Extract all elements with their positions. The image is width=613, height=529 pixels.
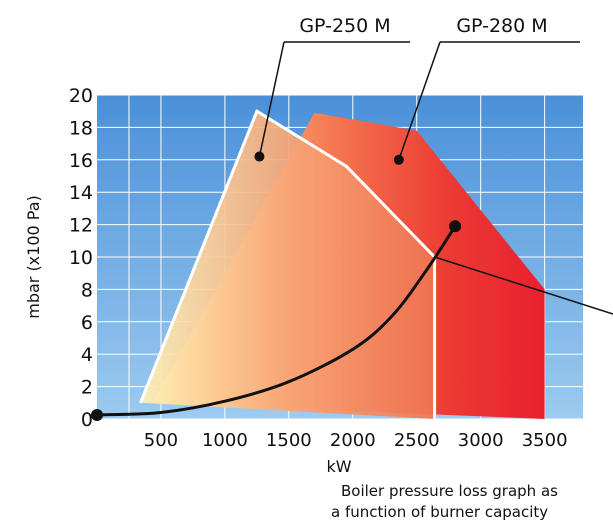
series-outline-gp-250-m xyxy=(139,108,437,419)
callout-point xyxy=(254,151,265,162)
callout-point xyxy=(393,154,404,165)
y-axis-ticks: 0 2 4 6 8 10 12 14 16 18 20 xyxy=(69,85,93,431)
callout-label: GP-280 M xyxy=(456,15,547,37)
curve-end-point xyxy=(449,220,462,233)
callout-leader xyxy=(398,41,441,161)
caption-line-2: a function of burner capacity xyxy=(331,503,548,521)
y-tick-label: 10 xyxy=(69,247,93,269)
y-axis-label: mbar (x100 Pa) xyxy=(24,195,43,319)
x-axis-ticks: 500 1000 1500 2000 2500 3000 3500 xyxy=(144,430,568,451)
y-tick-label: 12 xyxy=(69,215,93,237)
x-tick-label: 1500 xyxy=(266,430,312,451)
y-tick-label: 20 xyxy=(69,85,93,107)
x-axis-label: kW xyxy=(326,457,351,476)
callout-label: GP-250 M xyxy=(299,15,390,37)
x-tick-label: 3000 xyxy=(458,430,504,451)
y-tick-label: 8 xyxy=(81,279,93,301)
y-tick-label: 16 xyxy=(69,150,93,172)
pressure-loss-curve xyxy=(91,220,613,421)
x-tick-label: 1000 xyxy=(202,430,248,451)
leader-line-right xyxy=(434,256,613,315)
y-tick-label: 14 xyxy=(69,182,93,204)
pressure-loss-line xyxy=(96,225,457,417)
y-tick-label: 18 xyxy=(69,117,93,139)
y-tick-label: 6 xyxy=(81,312,93,334)
curve-start-point xyxy=(91,408,103,421)
caption-line-1: Boiler pressure loss graph as xyxy=(341,482,558,500)
y-tick-label: 4 xyxy=(81,344,93,366)
callouts: GP-250 M GP-280 M xyxy=(254,15,580,165)
callout-leader xyxy=(258,41,285,157)
x-tick-label: 2500 xyxy=(394,430,440,451)
x-tick-label: 500 xyxy=(144,430,178,451)
y-tick-label: 2 xyxy=(81,377,93,399)
x-tick-label: 2000 xyxy=(330,430,376,451)
y-tick-label: 0 xyxy=(81,409,93,431)
x-tick-label: 3500 xyxy=(522,430,568,451)
